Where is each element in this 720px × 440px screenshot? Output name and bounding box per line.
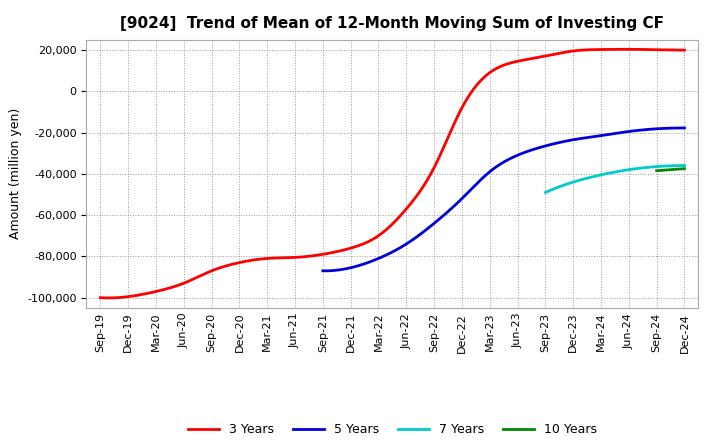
Title: [9024]  Trend of Mean of 12-Month Moving Sum of Investing CF: [9024] Trend of Mean of 12-Month Moving … [120,16,665,32]
Y-axis label: Amount (million yen): Amount (million yen) [9,108,22,239]
Legend: 3 Years, 5 Years, 7 Years, 10 Years: 3 Years, 5 Years, 7 Years, 10 Years [183,418,602,440]
